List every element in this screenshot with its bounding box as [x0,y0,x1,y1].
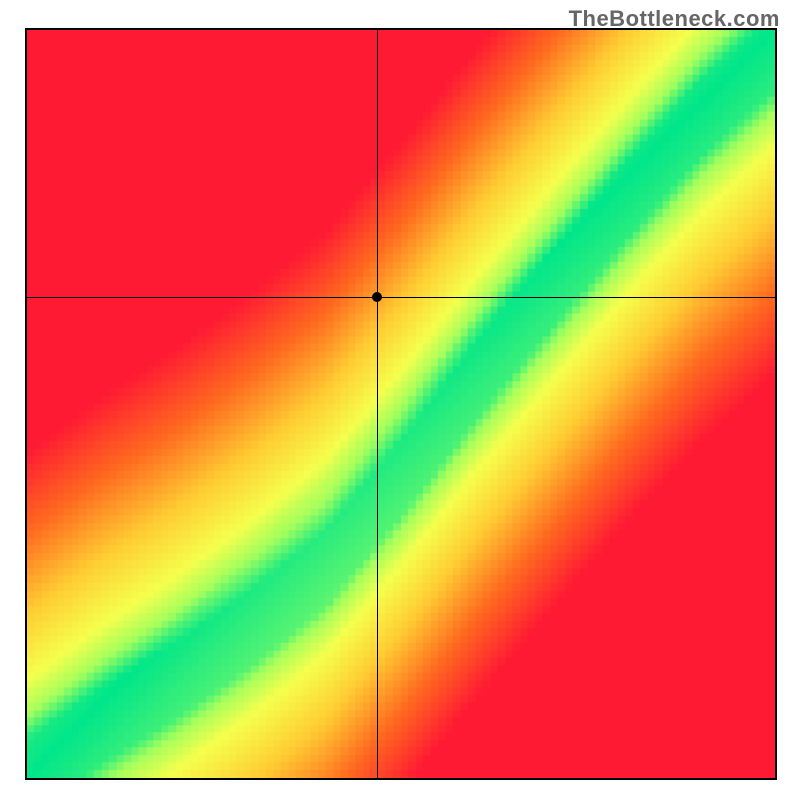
crosshair-marker [372,292,382,302]
plot-area [25,28,777,780]
crosshair-horizontal [27,297,775,298]
heatmap-canvas [27,30,775,778]
chart-container: TheBottleneck.com [0,0,800,800]
crosshair-vertical [377,30,378,778]
